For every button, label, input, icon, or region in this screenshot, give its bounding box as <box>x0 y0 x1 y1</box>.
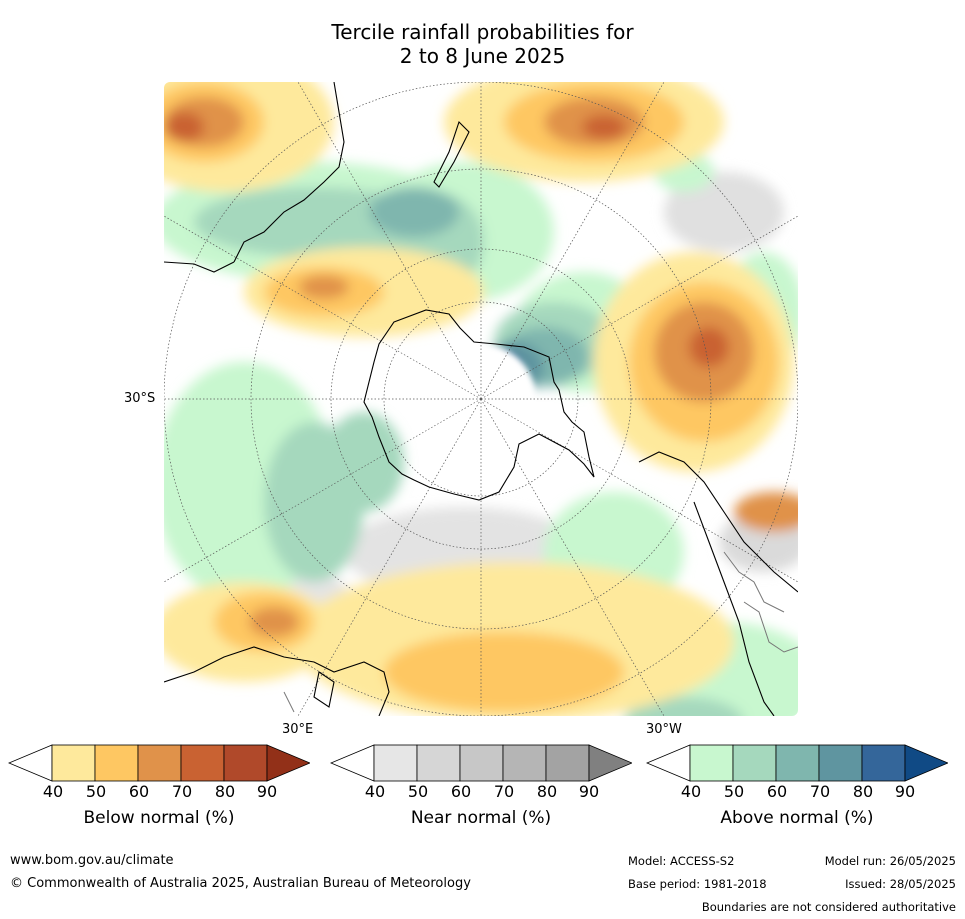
tick-label: 90 <box>894 782 916 801</box>
latitude-label: 30°S <box>124 391 156 406</box>
tick-label: 90 <box>578 782 600 801</box>
colorbar-upper-extension <box>904 744 948 782</box>
south-america-east-coast <box>693 501 775 716</box>
madagascar-coastline <box>313 671 335 708</box>
tick-label: 70 <box>809 782 831 801</box>
antarctica-coastline <box>363 309 595 501</box>
below-normal-colorbar <box>8 744 310 782</box>
africa-coastline <box>164 646 390 716</box>
meridian-lines <box>164 82 798 716</box>
boundaries-disclaimer: Boundaries are not considered authoritat… <box>701 900 956 914</box>
colorbar-segment <box>373 744 418 782</box>
title-line-1: Tercile rainfall probabilities for <box>331 20 634 44</box>
colorbar-lower-extension <box>646 744 691 782</box>
copyright-text: © Commonwealth of Australia 2025, Austra… <box>10 876 471 891</box>
coastlines <box>164 82 798 716</box>
colorbar-lower-extension <box>330 744 375 782</box>
tick-label: 50 <box>85 782 107 801</box>
colorbar-segment <box>732 744 777 782</box>
title-line-2: 2 to 8 June 2025 <box>399 44 566 68</box>
above-normal-label: Above normal (%) <box>720 808 874 828</box>
tick-label: 80 <box>536 782 558 801</box>
model-name: Model: ACCESS-S2 <box>628 854 735 868</box>
base-period: Base period: 1981-2018 <box>628 877 767 891</box>
tick-label: 70 <box>493 782 515 801</box>
tick-label: 70 <box>171 782 193 801</box>
tick-label: 40 <box>364 782 386 801</box>
tick-label: 40 <box>42 782 64 801</box>
tick-label: 90 <box>256 782 278 801</box>
below-normal-label: Below normal (%) <box>83 808 235 828</box>
tick-label: 50 <box>723 782 745 801</box>
colorbar-segment <box>459 744 504 782</box>
colorbar-upper-extension <box>588 744 632 782</box>
colorbar-segment <box>775 744 820 782</box>
map-title: Tercile rainfall probabilities for 2 to … <box>0 20 965 68</box>
tick-label: 50 <box>407 782 429 801</box>
colorbar-segment <box>180 744 225 782</box>
longitude-label-east: 30°E <box>282 722 314 737</box>
polar-rainfall-map <box>164 82 798 716</box>
colorbar-segment <box>137 744 182 782</box>
near-normal-colorbar <box>330 744 632 782</box>
colorbar-segment <box>502 744 547 782</box>
colorbar-segment <box>94 744 139 782</box>
tick-label: 60 <box>766 782 788 801</box>
near-normal-label: Near normal (%) <box>410 808 552 828</box>
colorbar-segment <box>416 744 461 782</box>
tick-label: 60 <box>450 782 472 801</box>
tick-label: 80 <box>214 782 236 801</box>
probability-fields <box>164 82 798 716</box>
tick-label: 80 <box>852 782 874 801</box>
tick-label: 60 <box>128 782 150 801</box>
colorbar-segment <box>689 744 734 782</box>
longitude-label-west: 30°W <box>646 722 682 737</box>
australia-west-coast <box>164 261 235 273</box>
colorbar-segment <box>545 744 590 782</box>
colorbar-segment <box>818 744 863 782</box>
australia-coastline <box>233 82 345 263</box>
colorbar-upper-extension <box>266 744 310 782</box>
colorbar-segment <box>223 744 268 782</box>
model-run-date: Model run: 26/05/2025 <box>824 854 956 868</box>
tick-label: 40 <box>680 782 702 801</box>
latitude-rings <box>164 82 798 716</box>
website-link[interactable]: www.bom.gov.au/climate <box>10 853 174 868</box>
country-borders <box>283 551 798 713</box>
colorbar-lower-extension <box>8 744 53 782</box>
south-america-coastline <box>638 451 798 593</box>
new-zealand-coastline <box>433 120 470 188</box>
colorbar-segment <box>51 744 96 782</box>
above-normal-colorbar <box>646 744 948 782</box>
colorbar-segment <box>861 744 906 782</box>
issued-date: Issued: 28/05/2025 <box>845 877 956 891</box>
